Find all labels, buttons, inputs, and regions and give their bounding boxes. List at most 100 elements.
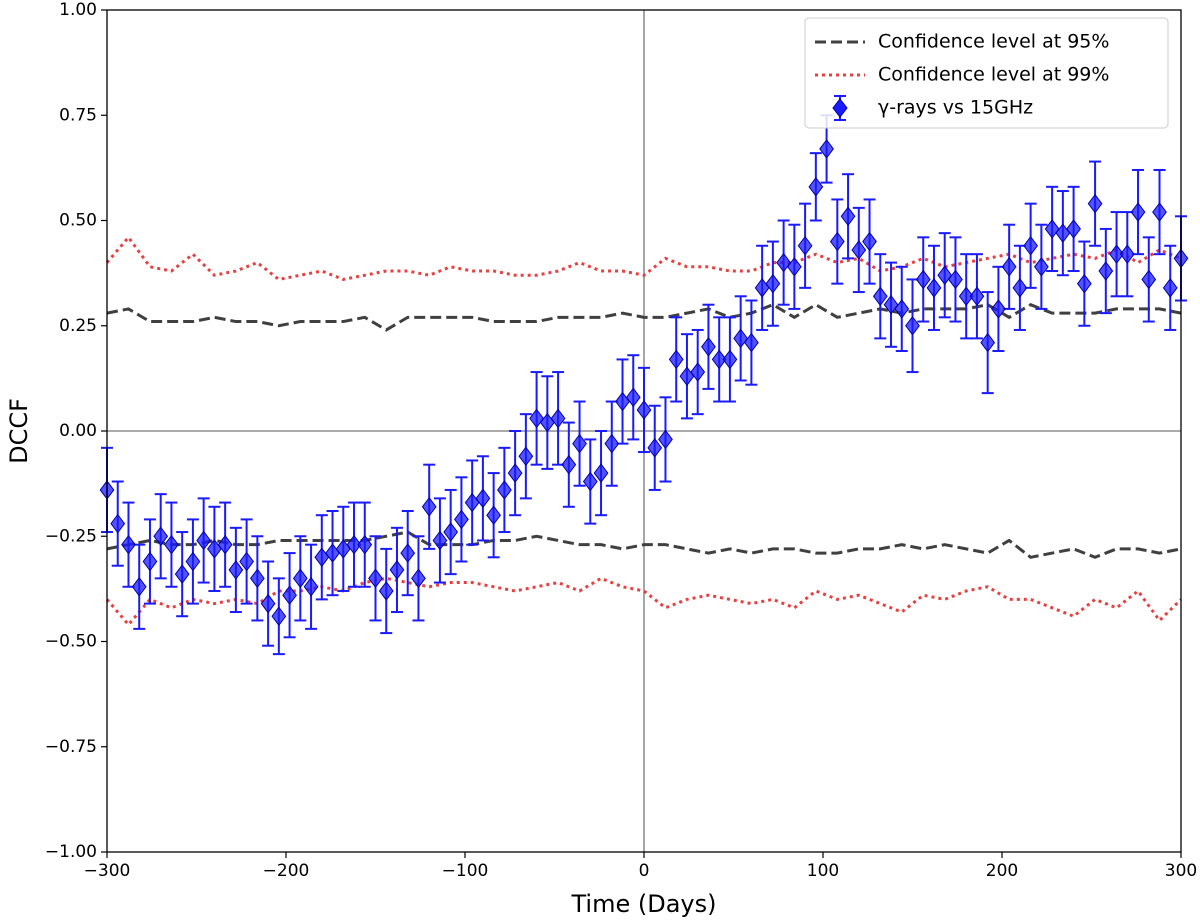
- marker: [915, 269, 931, 290]
- marker: [840, 206, 856, 227]
- legend-label: Confidence level at 95%: [878, 31, 1109, 53]
- marker: [507, 463, 523, 483]
- y-tick-label: 0.50: [59, 211, 97, 231]
- marker: [121, 534, 136, 555]
- marker: [153, 526, 169, 547]
- marker: [400, 543, 416, 563]
- marker: [1152, 202, 1167, 222]
- legend-swatch: [832, 98, 848, 118]
- marker: [969, 286, 985, 307]
- marker: [572, 433, 587, 454]
- y-tick-label: −1.00: [45, 842, 97, 862]
- marker: [894, 299, 910, 319]
- x-tick-label: −300: [84, 861, 131, 881]
- marker: [1055, 223, 1071, 243]
- marker: [292, 568, 308, 589]
- marker: [786, 256, 802, 277]
- marker: [518, 446, 534, 467]
- marker: [185, 551, 201, 572]
- y-tick-label: 0.25: [59, 316, 97, 336]
- marker: [754, 278, 770, 298]
- y-tick-label: 0.75: [59, 105, 97, 125]
- marker: [1162, 278, 1178, 298]
- marker: [335, 539, 351, 559]
- marker: [1044, 219, 1060, 239]
- marker: [883, 294, 899, 315]
- marker: [131, 576, 147, 597]
- marker: [991, 299, 1006, 319]
- marker: [625, 387, 641, 408]
- x-tick-label: −100: [442, 861, 489, 881]
- y-tick-label: 1.00: [59, 0, 97, 20]
- marker: [325, 543, 340, 563]
- marker: [529, 408, 544, 429]
- marker: [948, 269, 963, 290]
- marker: [905, 315, 920, 336]
- marker: [668, 349, 684, 370]
- marker: [1001, 256, 1017, 277]
- y-tick-label: −0.50: [45, 632, 97, 652]
- x-tick-label: 100: [807, 861, 839, 881]
- marker: [1109, 244, 1124, 265]
- legend-label: γ-rays vs 15GHz: [878, 97, 1033, 119]
- marker: [1119, 244, 1135, 265]
- marker: [1076, 273, 1092, 294]
- x-tick-label: 300: [1165, 861, 1197, 881]
- marker: [958, 286, 974, 307]
- marker: [539, 412, 555, 433]
- marker: [1012, 278, 1028, 298]
- marker: [368, 568, 383, 589]
- marker: [217, 534, 233, 555]
- marker: [658, 429, 673, 450]
- legend-box: [804, 17, 1169, 129]
- marker: [357, 534, 373, 555]
- marker: [1141, 269, 1157, 290]
- marker: [378, 581, 394, 601]
- marker: [314, 547, 330, 568]
- marker: [550, 408, 566, 429]
- marker: [464, 492, 480, 513]
- marker: [862, 231, 877, 252]
- marker: [819, 139, 834, 159]
- marker: [765, 273, 781, 294]
- marker: [174, 564, 190, 584]
- marker: [142, 551, 158, 572]
- marker: [679, 366, 695, 387]
- marker: [421, 496, 437, 517]
- y-tick-label: −0.25: [45, 526, 97, 546]
- marker: [239, 551, 254, 572]
- marker: [282, 585, 297, 606]
- marker: [346, 534, 362, 555]
- marker: [851, 240, 867, 260]
- marker: [647, 438, 663, 458]
- marker: [260, 593, 276, 614]
- marker: [690, 362, 706, 382]
- marker: [561, 454, 577, 475]
- marker: [776, 252, 791, 273]
- marker: [249, 568, 265, 589]
- confidence-line: [106, 530, 1182, 559]
- marker: [443, 522, 459, 542]
- marker: [1098, 261, 1114, 281]
- y-tick-label: −0.75: [45, 737, 97, 757]
- x-axis-label: Time (Days): [571, 890, 717, 918]
- marker: [1066, 219, 1081, 239]
- marker: [1023, 235, 1039, 256]
- marker: [1034, 256, 1049, 277]
- marker: [926, 278, 942, 298]
- marker: [164, 534, 179, 555]
- marker: [486, 505, 502, 526]
- y-axis-label: DCCF: [5, 398, 33, 464]
- marker: [797, 235, 813, 256]
- marker: [497, 480, 512, 500]
- marker: [604, 433, 620, 454]
- marker: [636, 400, 652, 420]
- marker: [593, 463, 609, 483]
- confidence-line: [105, 234, 1182, 282]
- marker: [196, 530, 212, 551]
- marker: [733, 328, 749, 349]
- marker: [872, 286, 888, 307]
- x-tick-label: 200: [986, 861, 1018, 881]
- marker: [228, 560, 244, 580]
